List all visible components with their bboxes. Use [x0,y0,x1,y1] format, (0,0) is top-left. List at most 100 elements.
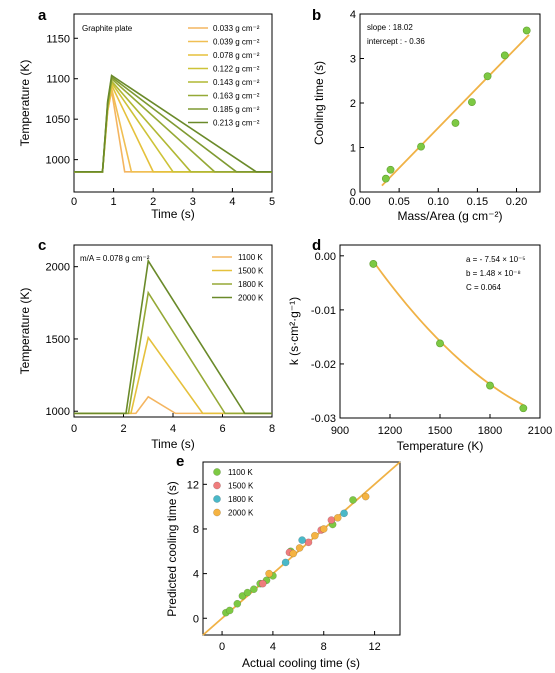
x-tick-label: 0.20 [506,196,527,208]
legend-label: 1500 K [238,267,264,276]
data-point [295,544,304,552]
legend-e: 1100 K 1500 K 1800 K 2000 K [213,468,254,518]
legend-label: 0.078 g cm⁻² [213,51,260,60]
legend-marker [213,495,221,503]
x-tick-label: 2100 [528,425,552,437]
y-tick-label: 4 [350,9,356,21]
y-tick-label: 1 [350,143,356,155]
data-point [417,142,425,151]
data-point [310,531,319,540]
data-point [243,588,252,597]
series-line [74,258,272,415]
legend-label: 1800 K [238,280,264,289]
x-tick-label: 0 [71,196,77,208]
data-point [298,536,306,544]
y-tick-label: 1000 [46,406,70,418]
data-point [340,509,348,518]
legend-c: 1100 K 1500 K 1800 K 2000 K [212,253,264,303]
fit-d [372,260,524,406]
data-point [319,525,328,533]
fit-curve [372,260,524,406]
legend-marker [213,508,221,517]
data-point [451,119,460,127]
legend-label: 0.033 g cm⁻² [213,24,260,33]
points-e [222,492,370,617]
x-tick-label: 4 [229,196,235,208]
series-line [74,290,272,415]
panel-a: a Temperature (K) Time (s) Graphite plat… [18,7,275,221]
series-line [74,74,272,173]
legend-label: 0.122 g cm⁻² [213,65,260,74]
x-tick-label: 0 [71,423,77,435]
ticks-c: 0 2 4 6 8 1000 1500 2000 [46,262,276,435]
data-point [483,72,492,81]
x-tick-label: 0.15 [467,196,488,208]
fit-line [381,34,530,187]
y-tick-label: -0.03 [311,413,336,425]
y-tick-label: 0 [193,613,199,625]
x-tick-label: 8 [321,641,327,653]
y-tick-label: 4 [193,569,199,581]
y-axis-label-b: Cooling time (s) [312,61,326,145]
x-tick-label: 0 [219,641,225,653]
data-point [238,592,247,600]
panel-letter-c: c [38,237,46,254]
y-tick-label: 1150 [46,33,70,45]
y-axis-label-c: Temperature (K) [18,288,32,375]
y-tick-label: 1000 [46,155,70,167]
legend-label: 0.143 g cm⁻² [213,78,260,87]
note-d-b: b = 1.48 × 10⁻⁸ [466,269,521,278]
panel-letter-a: a [38,7,47,24]
panel-d: d k (s·cm²·g⁻¹) Temperature (K) a = - 7.… [287,237,552,453]
y-tick-label: 2000 [46,262,70,274]
legend-label: 1800 K [228,495,254,504]
series-c [74,258,272,415]
x-tick-label: 0.05 [388,196,409,208]
annotation-a: Graphite plate [82,24,133,33]
x-axis-label-a: Time (s) [151,207,195,221]
panel-letter-b: b [312,7,321,24]
fit-b [381,34,530,187]
data-point [349,496,357,504]
note-b-intercept: intercept : - 0.36 [367,37,425,46]
panel-e: e Predicted cooling time (s) Actual cool… [165,453,401,670]
x-tick-label: 1800 [478,425,502,437]
y-tick-label: -0.02 [311,359,336,371]
x-tick-label: 6 [219,423,225,435]
series-a [74,74,272,173]
data-point [225,606,234,615]
legend-label: 0.163 g cm⁻² [213,92,260,101]
x-tick-label: 0.00 [349,196,370,208]
data-point [361,492,370,501]
data-point [281,558,290,567]
data-point [233,599,242,608]
annotation-c: m/A = 0.078 g cm⁻² [80,254,150,263]
y-tick-label: 12 [187,479,199,491]
legend-label: 1100 K [228,468,253,477]
x-axis-label-e: Actual cooling time (s) [242,656,360,670]
note-d-c: C = 0.064 [466,283,501,292]
y-axis-label-a: Temperature (K) [18,60,32,147]
y-tick-label: -0.01 [311,305,336,317]
x-tick-label: 0.10 [428,196,449,208]
panel-letter-d: d [312,237,321,254]
ticks-e: 0 4 8 12 0 4 8 12 [187,479,381,653]
panel-b: b Cooling time (s) Mass/Area (g cm⁻²) sl… [312,7,541,223]
x-tick-label: 1500 [428,425,452,437]
data-point [289,549,298,558]
panel-letter-e: e [176,453,184,470]
x-tick-label: 8 [269,423,275,435]
x-tick-label: 2 [120,423,126,435]
x-axis-label-c: Time (s) [151,437,195,451]
y-tick-label: 1050 [46,114,70,126]
data-point [369,260,378,268]
x-axis-label-b: Mass/Area (g cm⁻²) [397,209,502,223]
y-tick-label: 2 [350,98,356,110]
legend-label: 1100 K [238,253,263,262]
data-point [519,404,528,413]
y-axis-label-d: k (s·cm²·g⁻¹) [287,297,301,365]
legend-label: 0.213 g cm⁻² [213,119,260,128]
ticks-b: 0.00 0.05 0.10 0.15 0.20 0 1 2 3 4 [349,9,527,208]
y-tick-label: 1100 [46,74,70,86]
x-tick-label: 5 [269,196,275,208]
